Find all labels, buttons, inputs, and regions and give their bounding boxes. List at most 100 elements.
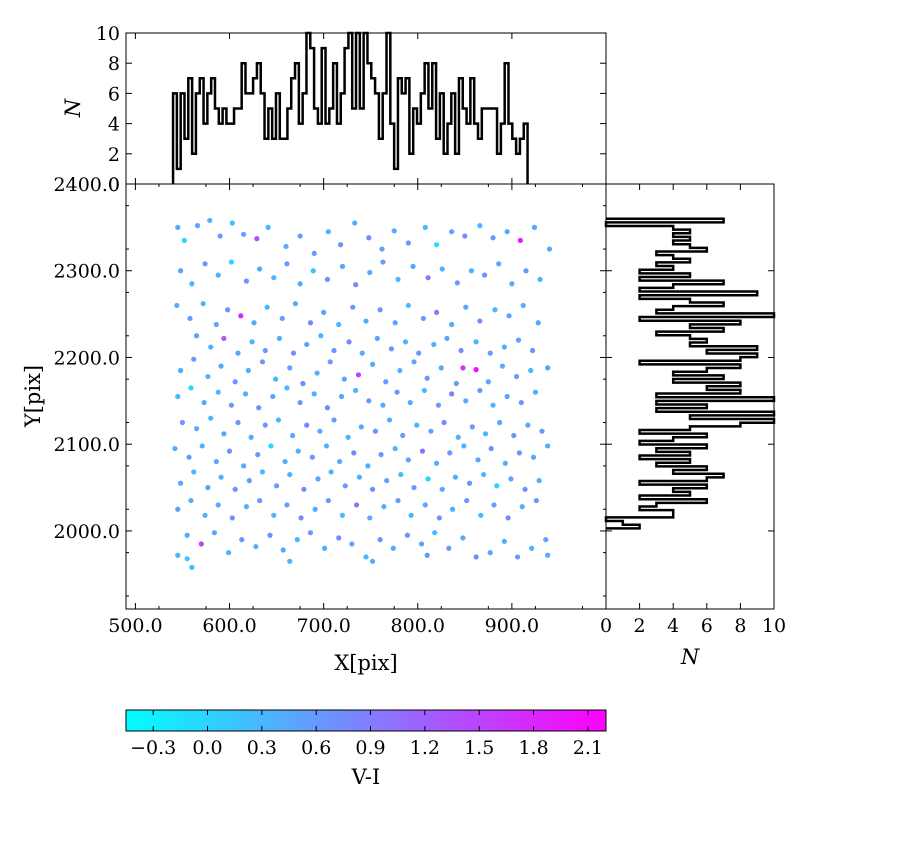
scatter-point — [276, 335, 283, 341]
scatter-point — [466, 480, 473, 486]
scatter-point — [297, 233, 303, 239]
y-tick-label: 2300.0 — [54, 261, 120, 283]
top-hist-tick-label: 4 — [108, 114, 120, 136]
scatter-point — [187, 315, 193, 322]
scatter-point — [444, 335, 450, 341]
scatter-point — [367, 269, 373, 276]
scatter-point — [539, 428, 545, 434]
scatter-point — [256, 405, 262, 411]
scatter-point — [215, 389, 221, 395]
scatter-point — [312, 506, 318, 512]
x-tick-label: 800.0 — [391, 615, 445, 637]
scatter-point — [193, 425, 200, 432]
scatter-point — [324, 276, 331, 283]
scatter-point — [380, 402, 386, 408]
scatter-point — [215, 272, 221, 278]
scatter-point — [314, 370, 320, 376]
x-tick-label: 600.0 — [202, 615, 256, 637]
scatter-point — [267, 532, 273, 538]
scatter-point — [271, 275, 277, 281]
scatter-point — [238, 313, 244, 319]
scatter-point — [174, 302, 180, 309]
scatter-point — [436, 515, 443, 521]
scatter-point — [273, 483, 280, 489]
scatter-point — [228, 402, 235, 408]
scatter-point — [381, 504, 387, 510]
scatter-point — [391, 228, 397, 234]
scatter-point — [475, 457, 481, 463]
scatter-x-ticks: 500.0 600.0 700.0 800.0 900.0 — [108, 184, 583, 637]
scatter-point — [425, 476, 431, 482]
y-tick-label: 2100.0 — [54, 434, 120, 456]
scatter-point — [529, 347, 536, 354]
scatter-point — [452, 474, 459, 480]
x-axis-label: X[pix] — [334, 651, 397, 675]
scatter-point — [245, 367, 251, 374]
scatter-point — [177, 367, 184, 374]
scatter-point — [506, 313, 512, 319]
colorbar-gradient — [125, 709, 607, 732]
scatter-point — [228, 259, 235, 265]
scatter-point — [449, 321, 455, 328]
colorbar-tick-label: 0.6 — [301, 737, 331, 759]
scatter-point — [530, 454, 537, 460]
scatter-point — [283, 243, 289, 250]
scatter-point — [184, 532, 190, 538]
scatter-point — [394, 389, 400, 395]
scatter-point — [270, 393, 276, 400]
scatter-point — [304, 422, 310, 428]
scatter-point — [468, 268, 475, 274]
scatter-point — [411, 359, 417, 365]
scatter-point — [284, 502, 290, 508]
scatter-point — [229, 220, 235, 226]
scatter-point — [262, 422, 268, 428]
scatter-point — [400, 432, 406, 439]
scatter-point — [318, 333, 324, 339]
scatter-point — [243, 278, 250, 284]
scatter-point — [232, 486, 238, 492]
right-hist-tick-label: 8 — [734, 615, 746, 637]
scatter-point — [189, 281, 195, 287]
scatter-point — [369, 486, 376, 492]
scatter-point — [177, 268, 184, 274]
scatter-point — [519, 504, 525, 510]
right-histogram-x-ticks: 0 2 4 6 8 10 — [600, 183, 786, 637]
scatter-point — [485, 379, 491, 385]
scatter-point — [363, 318, 369, 324]
scatter-point — [531, 224, 538, 230]
scatter-point — [535, 320, 541, 326]
scatter-point — [545, 552, 551, 558]
scatter-y-ticks: 2000.0 2100.0 2200.0 2300.0 2400.0 — [54, 174, 606, 597]
scatter-point — [366, 398, 372, 404]
scatter-point — [311, 250, 317, 256]
scatter-point — [455, 434, 461, 440]
scatter-point — [226, 448, 233, 454]
x-tick-label: 500.0 — [108, 615, 162, 637]
scatter-point — [508, 476, 514, 482]
top-hist-tick-label: 6 — [108, 83, 120, 105]
scatter-point — [179, 419, 186, 426]
scatter-point — [213, 321, 219, 328]
scatter-point — [397, 367, 403, 374]
scatter-point — [504, 229, 510, 235]
scatter-point — [193, 333, 200, 339]
scatter-point — [359, 350, 365, 356]
scatter-point — [337, 242, 344, 248]
scatter-point — [504, 393, 510, 400]
top-hist-tick-label: 10 — [96, 23, 120, 45]
scatter-point — [405, 240, 411, 246]
scatter-point — [473, 367, 479, 373]
scatter-point — [386, 417, 393, 423]
scatter-point — [304, 341, 310, 348]
scatter-point — [265, 224, 271, 230]
scatter-point — [496, 261, 502, 267]
scatter-frame — [125, 183, 607, 610]
scatter-point — [253, 543, 259, 550]
top-histogram-y-label: N — [61, 98, 85, 118]
scatter-point — [369, 558, 376, 564]
scatter-point — [420, 315, 427, 322]
scatter-point — [259, 469, 266, 475]
right-histogram-x-label: N — [680, 645, 700, 669]
scatter-point — [402, 339, 409, 345]
scatter-point — [346, 339, 352, 345]
